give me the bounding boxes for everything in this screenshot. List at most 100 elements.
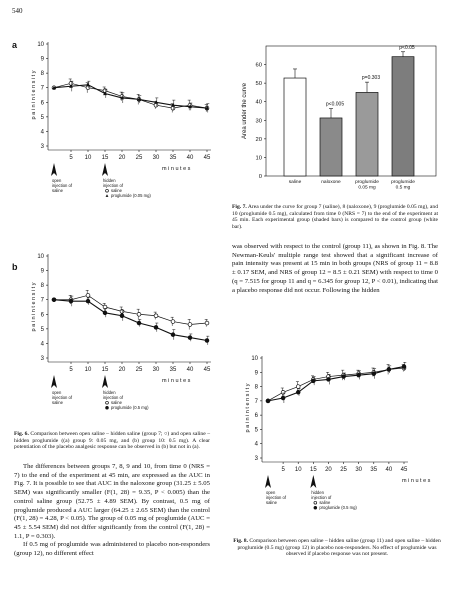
category-label: proglumide xyxy=(391,179,415,185)
y-tick-label: 9 xyxy=(41,57,45,63)
y-tick-label: 5 xyxy=(255,427,259,433)
y-tick-label: 10 xyxy=(37,254,44,260)
arrow-label: injection of xyxy=(52,395,73,400)
data-point xyxy=(280,395,286,401)
arrow-label: injection of xyxy=(52,183,73,188)
series-line xyxy=(267,366,405,402)
arrow-label: saline xyxy=(266,500,278,505)
data-point xyxy=(68,298,74,304)
data-point xyxy=(341,374,346,379)
category-label: 0.05 mg xyxy=(358,185,376,191)
x-tick-label: 15 xyxy=(102,367,109,373)
legend-marker xyxy=(105,194,109,197)
series-2 xyxy=(52,80,210,113)
y-tick-label: 6 xyxy=(41,100,45,106)
data-point xyxy=(171,103,175,107)
y-tick-label: 3 xyxy=(255,456,259,462)
y-tick-label: 7 xyxy=(255,399,259,405)
legend-label: saline xyxy=(319,500,331,505)
hidden-injection-arrow xyxy=(310,475,317,488)
data-point xyxy=(204,338,210,343)
category-label: saline xyxy=(289,179,302,185)
hidden-injection-arrow xyxy=(102,375,108,388)
y-tick-label: 7 xyxy=(41,298,45,304)
x-tick-label: 25 xyxy=(340,467,347,473)
x-tick-label: 35 xyxy=(370,467,377,473)
data-point xyxy=(137,97,141,101)
y-tick-label: 10 xyxy=(37,42,44,48)
data-point xyxy=(205,106,209,110)
y-tick-label: 6 xyxy=(255,413,259,419)
data-point xyxy=(119,309,125,314)
category-label: proglumide xyxy=(355,179,379,185)
data-point xyxy=(51,297,57,302)
y-tick-label: 4 xyxy=(41,129,45,135)
legend-marker xyxy=(105,400,109,405)
fig7-chart: 0 10 20 30 40 50 60 Area under the curve saline p… xyxy=(242,45,437,191)
series-line xyxy=(53,299,208,342)
y-axis-label: p a i n i n t e n s i t y xyxy=(245,383,251,432)
data-point xyxy=(356,372,361,378)
x-tick-label: 10 xyxy=(85,155,92,161)
x-tick-label: 30 xyxy=(153,155,160,161)
data-point xyxy=(85,85,91,90)
data-point xyxy=(52,85,56,90)
right-column-text: was observed with respect to the control… xyxy=(232,243,438,295)
legend-marker xyxy=(313,505,318,510)
legend-marker xyxy=(105,188,109,193)
open-injection-arrow xyxy=(51,163,57,176)
data-point xyxy=(102,304,108,310)
arrow-label: injection of xyxy=(103,395,124,400)
data-point xyxy=(85,298,91,304)
data-point xyxy=(170,105,176,111)
left-paragraph-2: If 0.5 mg of proglumide was administered… xyxy=(14,541,210,558)
hidden-injection-arrow xyxy=(102,163,108,176)
fig6-caption-label: Fig. 6. xyxy=(14,431,29,437)
y-tick-label: 4 xyxy=(41,341,45,347)
data-point xyxy=(153,102,159,108)
bar-2 xyxy=(319,117,343,177)
arrow-label: injection of xyxy=(311,495,332,500)
data-point xyxy=(326,377,331,382)
data-point xyxy=(154,100,158,104)
legend-label: proglumide (0.5 mg) xyxy=(319,505,357,510)
x-tick-label: 35 xyxy=(170,155,177,161)
arrow-label: open xyxy=(52,390,62,395)
legend-label: saline xyxy=(111,188,123,193)
y-tick-label: 50 xyxy=(256,81,262,87)
data-point xyxy=(69,84,73,88)
fig7-caption-text: Area under the curve for group 7 (saline… xyxy=(232,204,438,230)
y-tick-label: 6 xyxy=(41,312,45,318)
data-point xyxy=(280,390,286,395)
p-value-annotation: p<0.005 xyxy=(326,102,344,108)
series-1 xyxy=(51,78,210,113)
series-2 xyxy=(265,362,407,404)
x-tick-label: 20 xyxy=(119,367,126,373)
plot-frame xyxy=(265,45,437,177)
data-point xyxy=(136,320,142,326)
series-line xyxy=(54,294,208,325)
series-1 xyxy=(51,289,210,330)
bar-3 xyxy=(355,92,379,177)
x-tick-label: 30 xyxy=(355,467,362,473)
category-label: naloxone xyxy=(321,179,341,185)
y-tick-label: 8 xyxy=(41,71,45,77)
data-point xyxy=(120,96,124,100)
data-point xyxy=(170,332,176,337)
y-axis-label: Area under the curve xyxy=(242,82,248,139)
legend-marker xyxy=(313,500,318,505)
arrow-label: open xyxy=(52,178,62,183)
data-point xyxy=(170,319,176,324)
left-column-text: The differences between groups 7, 8, 9 a… xyxy=(14,463,210,559)
arrow-label: saline xyxy=(52,188,64,193)
legend-label: saline xyxy=(111,400,123,405)
series-line xyxy=(53,82,208,109)
x-tick-label: 10 xyxy=(85,367,92,373)
data-point xyxy=(386,367,392,372)
arrow-label: injection of xyxy=(103,183,124,188)
x-tick-label: 45 xyxy=(204,155,211,161)
fig7-caption-label: Fig. 7. xyxy=(232,204,247,210)
arrow-label: hidden xyxy=(311,490,324,495)
